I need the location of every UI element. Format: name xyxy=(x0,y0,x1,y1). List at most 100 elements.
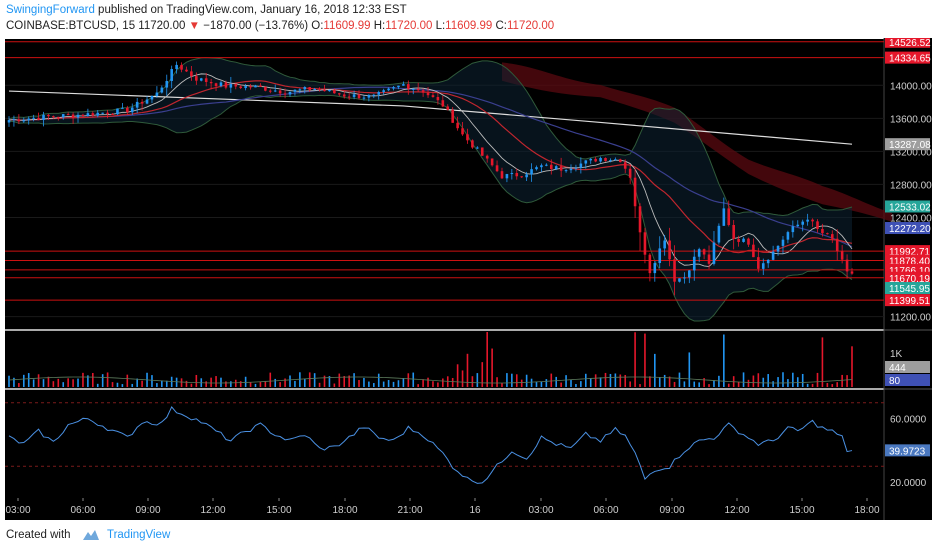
volume-bar xyxy=(210,377,212,387)
author-link[interactable]: SwingingForward xyxy=(6,4,95,16)
volume-bar xyxy=(111,382,114,387)
candle xyxy=(190,71,193,77)
volume-bar xyxy=(476,373,479,387)
volume-bar xyxy=(456,364,459,387)
candle xyxy=(199,78,203,81)
candle xyxy=(618,159,622,163)
volume-bar xyxy=(580,381,582,387)
volume-bar xyxy=(151,375,153,387)
candle xyxy=(56,116,60,118)
close-value: 11720.00 xyxy=(507,20,555,32)
volume-bar xyxy=(727,383,730,387)
ma-20-line xyxy=(8,80,853,254)
x-tick-label: 06:00 xyxy=(593,505,618,516)
candle xyxy=(554,166,558,170)
volume-bar xyxy=(806,383,809,387)
candle xyxy=(638,206,642,233)
volume-bar xyxy=(491,348,493,387)
close-label: C: xyxy=(495,20,508,32)
price-level-badge: 11878.40 xyxy=(889,257,930,268)
candle xyxy=(441,100,445,107)
volume-bar xyxy=(27,373,30,387)
candle xyxy=(273,90,277,92)
price-level-badge-bg xyxy=(885,271,930,284)
volume-bar xyxy=(752,375,755,387)
volume-bar xyxy=(703,378,705,387)
x-tick-label: 15:00 xyxy=(266,505,291,516)
candle xyxy=(426,92,430,96)
candle xyxy=(111,113,114,115)
x-tick-label: 09:00 xyxy=(135,505,160,516)
price-badge: 11545.95 xyxy=(889,284,930,295)
candle xyxy=(323,89,326,92)
volume-bar xyxy=(249,382,252,387)
bollinger-lower xyxy=(8,94,853,322)
volume-bar xyxy=(368,381,370,387)
price-level-badge-bg xyxy=(885,38,930,48)
volume-bar xyxy=(619,374,622,387)
candle xyxy=(431,95,435,97)
candle xyxy=(47,114,50,117)
x-tick-label: 21:00 xyxy=(397,505,422,516)
tradingview-brand[interactable]: TradingView xyxy=(106,529,171,542)
volume-bar xyxy=(289,375,291,387)
volume-bar xyxy=(141,380,143,387)
volume-bar xyxy=(358,380,360,387)
candle xyxy=(397,85,400,88)
volume-bar xyxy=(629,381,631,387)
tradingview-logo-icon xyxy=(82,530,99,540)
candle xyxy=(293,89,297,92)
volume-bar xyxy=(688,352,691,387)
candle xyxy=(42,114,45,120)
low-label: L: xyxy=(435,20,446,32)
volume-bar xyxy=(244,376,247,387)
volume-bar xyxy=(757,373,760,387)
volume-bar xyxy=(466,353,469,387)
volume-bar xyxy=(644,333,646,387)
volume-bar xyxy=(308,372,311,387)
volume-bar xyxy=(175,377,178,387)
candle xyxy=(170,69,173,81)
candle xyxy=(850,271,854,274)
ichimoku-cloud xyxy=(501,62,892,222)
price-badge-bg xyxy=(885,222,930,235)
price-level-badge-bg xyxy=(885,245,930,258)
volume-bar xyxy=(796,377,799,387)
volume-bar xyxy=(560,382,562,387)
volume-bar xyxy=(718,375,720,387)
volume-bar xyxy=(486,332,488,387)
ohlc-line: COINBASE:BTCUSD, 15 11720.00 ▼ −1870.00 … xyxy=(6,20,554,32)
price-badge: 12272.20 xyxy=(889,224,931,235)
volume-bar xyxy=(422,379,424,387)
candle xyxy=(303,87,307,90)
volume-bar xyxy=(782,372,784,387)
volume-bar xyxy=(239,381,242,387)
candle xyxy=(559,166,563,171)
volume-bar xyxy=(343,376,346,387)
candle xyxy=(121,107,124,109)
candle xyxy=(564,170,568,172)
x-tick-label: 15:00 xyxy=(789,505,814,516)
volume-bar xyxy=(846,375,848,387)
candle xyxy=(609,160,612,162)
volume-bar xyxy=(190,383,193,387)
volume-bar xyxy=(851,346,853,387)
candle xyxy=(254,85,257,88)
volume-bar xyxy=(520,379,523,387)
volume-bar xyxy=(82,372,84,387)
candle xyxy=(229,84,233,88)
ma-50-line xyxy=(8,86,853,248)
candle xyxy=(234,84,238,87)
candle xyxy=(549,164,553,170)
volume-bar xyxy=(13,377,15,387)
x-tick-label: 03:00 xyxy=(5,505,30,516)
candle xyxy=(776,245,780,252)
candle xyxy=(480,147,484,156)
symbol-label[interactable]: COINBASE:BTCUSD, 15 xyxy=(6,20,136,32)
volume-bar xyxy=(826,382,829,387)
volume-bar xyxy=(451,377,454,387)
volume-bar xyxy=(427,377,429,387)
candle xyxy=(569,168,573,171)
footer: Created with TradingView xyxy=(0,520,932,550)
price-chart[interactable]: 14000.00 13600.00 13200.00 12800.00 12400.00… xyxy=(0,38,932,520)
